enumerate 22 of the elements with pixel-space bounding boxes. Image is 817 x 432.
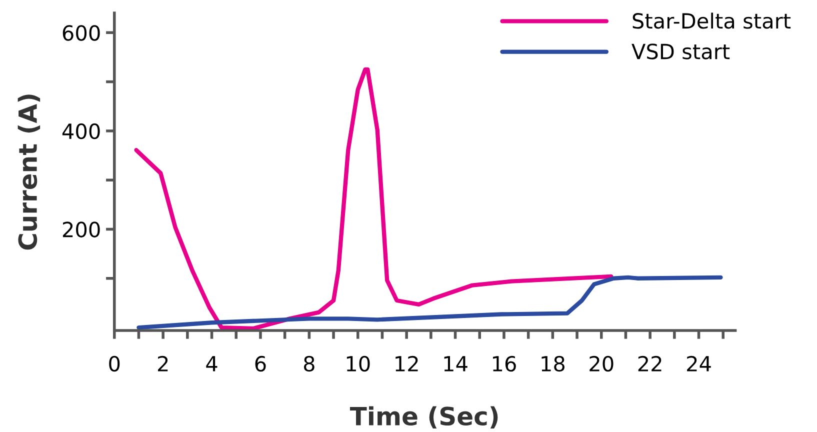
x-tick-label: 12 [396,356,418,372]
line-series [134,67,614,330]
y-axis-title: Current (A) [18,94,40,250]
x-tick-label: 20 [590,356,614,372]
x-tick-label: 0 [109,356,120,372]
y-tick-label: 200 [62,222,100,238]
y-tick-label: 400 [62,123,100,140]
x-tick-label: 22 [638,356,662,372]
x-tick-label: 6 [255,356,266,372]
x-tick-label: 10 [346,356,370,372]
x-tick-label: 16 [493,356,516,372]
legend-label: VSD start [632,44,730,60]
legend-label: Star-Delta start [632,12,791,29]
x-tick-label: 14 [444,356,468,372]
y-tick-label: 600 [62,25,100,41]
line-series [136,275,723,330]
x-tick-label: 24 [687,356,711,372]
x-axis-title: Time (Sec) [350,406,498,428]
x-tick-label: 2 [158,356,168,372]
x-tick-label: 18 [542,356,565,372]
x-tick-label: 4 [206,356,218,372]
x-tick-label: 8 [304,356,314,372]
